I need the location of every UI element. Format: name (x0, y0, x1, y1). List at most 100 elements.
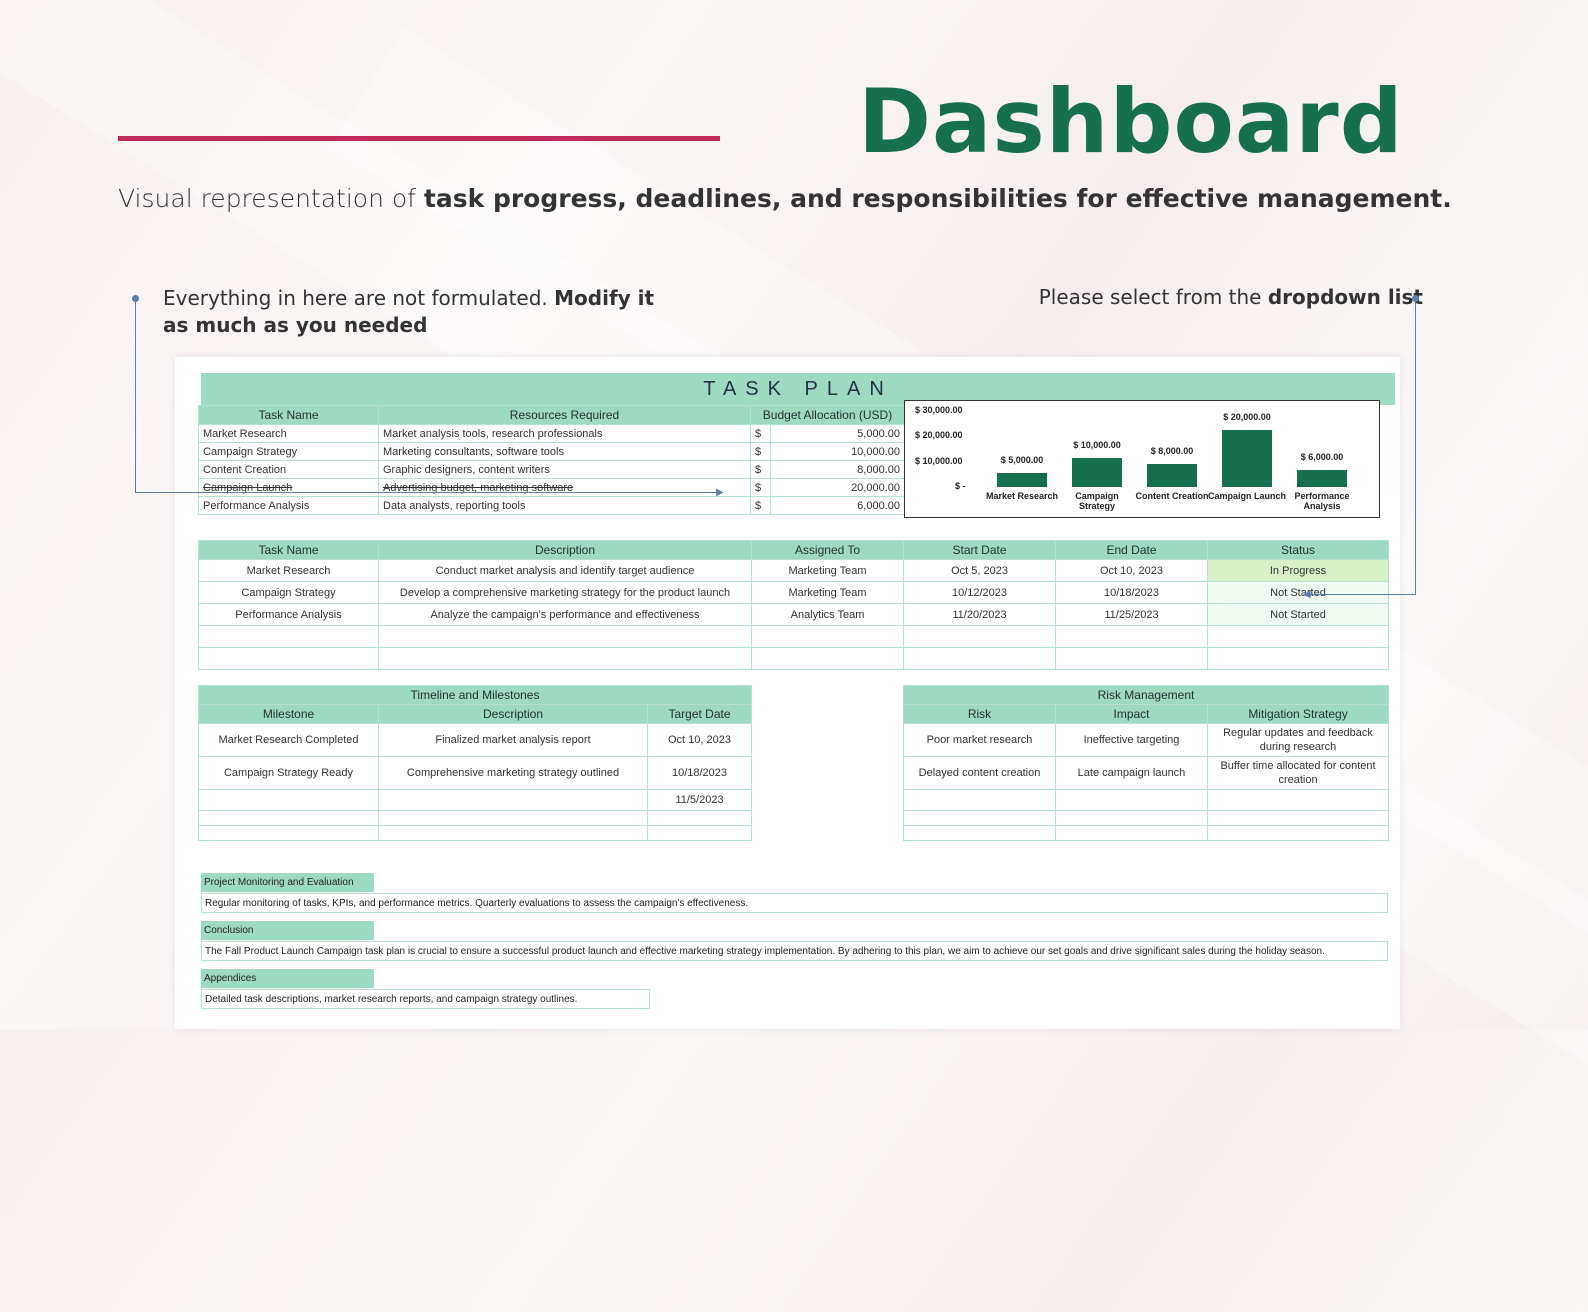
task-name-cell[interactable]: Content Creation (198, 460, 379, 479)
empty-cell[interactable] (647, 810, 752, 826)
milestone-cell[interactable]: Market Research Completed (198, 723, 379, 757)
start-date-cell[interactable]: Oct 5, 2023 (903, 559, 1056, 582)
empty-row (903, 789, 1390, 811)
budget-amount-cell[interactable]: 20,000.00 (770, 478, 905, 497)
status-dropdown[interactable]: Not Started (1207, 581, 1389, 604)
table-row: Campaign Strategy Ready Comprehensive mar… (198, 756, 752, 790)
budget-amount-cell[interactable]: 6,000.00 (770, 496, 905, 515)
end-date-cell[interactable]: 11/25/2023 (1055, 603, 1208, 626)
resources-cell[interactable]: Graphic designers, content writers (378, 460, 751, 479)
connector-line-left (135, 299, 136, 493)
col-header: Budget Allocation (USD) (750, 405, 905, 425)
budget-amount-cell[interactable]: 10,000.00 (770, 442, 905, 461)
empty-cell[interactable] (647, 825, 752, 841)
empty-cell[interactable] (903, 810, 1056, 826)
assigned-to-cell[interactable]: Analytics Team (751, 603, 904, 626)
task-name-cell[interactable]: Market Research (198, 559, 379, 582)
start-date-cell[interactable]: 11/20/2023 (903, 603, 1056, 626)
empty-cell[interactable] (1206, 810, 1390, 826)
empty-cell[interactable] (1055, 625, 1208, 648)
table-row: Campaign Strategy Marketing consultants, … (198, 442, 905, 461)
chart-bar (1297, 469, 1347, 487)
empty-cell[interactable] (1055, 647, 1208, 670)
resources-cell[interactable]: Data analysts, reporting tools (378, 496, 751, 515)
milestone-cell[interactable] (198, 789, 379, 811)
empty-cell[interactable] (903, 647, 1056, 670)
description-cell[interactable]: Finalized market analysis report (378, 723, 648, 757)
assigned-to-cell[interactable]: Marketing Team (751, 581, 904, 604)
monitoring-text[interactable]: Regular monitoring of tasks, KPIs, and p… (201, 893, 1388, 913)
assigned-to-cell[interactable]: Marketing Team (751, 559, 904, 582)
y-tick-label: $ 10,000.00 (915, 455, 963, 466)
empty-cell[interactable] (751, 625, 904, 648)
status-dropdown[interactable]: In Progress (1207, 559, 1389, 582)
resources-cell[interactable]: Advertising budget, marketing software (378, 478, 751, 497)
appendices-label: Appendices (201, 969, 374, 988)
empty-cell[interactable] (378, 825, 648, 841)
empty-cell[interactable] (198, 825, 379, 841)
chart-data-label: $ 6,000.00 (1300, 451, 1344, 462)
arrow-right-icon: ▶ (716, 487, 724, 498)
description-cell[interactable]: Analyze the campaign's performance and e… (378, 603, 752, 626)
chart-data-label: $ 5,000.00 (1000, 454, 1044, 465)
conclusion-text[interactable]: The Fall Product Launch Campaign task pl… (201, 941, 1388, 961)
empty-cell[interactable] (1055, 825, 1208, 841)
empty-cell[interactable] (1055, 810, 1208, 826)
mitigation-cell[interactable]: Regular updates and feedback during rese… (1206, 723, 1390, 757)
status-dropdown[interactable]: Not Started (1207, 603, 1389, 626)
empty-cell[interactable] (198, 625, 379, 648)
target-date-cell[interactable]: 10/18/2023 (647, 756, 752, 790)
task-name-cell[interactable]: Campaign Strategy (198, 442, 379, 461)
resources-cell[interactable]: Market analysis tools, research professi… (378, 424, 751, 443)
task-name-cell[interactable]: Performance Analysis (198, 496, 379, 515)
task-name-cell[interactable]: Performance Analysis (198, 603, 379, 626)
start-date-cell[interactable]: 10/12/2023 (903, 581, 1056, 604)
resources-cell[interactable]: Marketing consultants, software tools (378, 442, 751, 461)
task-name-cell[interactable]: Campaign Strategy (198, 581, 379, 604)
risk-cell[interactable]: Poor market research (903, 723, 1056, 757)
empty-row (903, 810, 1390, 826)
budget-amount-cell[interactable]: 5,000.00 (770, 424, 905, 443)
target-date-cell[interactable]: 11/5/2023 (647, 789, 752, 811)
empty-cell[interactable] (903, 625, 1056, 648)
mitigation-cell[interactable]: Buffer time allocated for content creati… (1206, 756, 1390, 790)
empty-cell[interactable] (1055, 789, 1208, 811)
arrow-left-icon: ◀ (1303, 589, 1311, 600)
empty-cell[interactable] (198, 810, 379, 826)
empty-cell[interactable] (903, 789, 1056, 811)
col-header: Description (378, 540, 752, 560)
task-name-cell[interactable]: Campaign Launch (198, 478, 379, 497)
risk-cell[interactable]: Delayed content creation (903, 756, 1056, 790)
currency-cell: $ (750, 478, 771, 497)
chart-bar (1147, 464, 1197, 487)
conclusion-label: Conclusion (201, 921, 374, 940)
description-cell[interactable] (378, 789, 648, 811)
table-row: 11/5/2023 (198, 789, 752, 811)
description-cell[interactable]: Conduct market analysis and identify tar… (378, 559, 752, 582)
schedule-table: Task Name Description Assigned To Start … (198, 540, 1389, 670)
end-date-cell[interactable]: 10/18/2023 (1055, 581, 1208, 604)
impact-cell[interactable]: Ineffective targeting (1055, 723, 1208, 757)
empty-cell[interactable] (378, 647, 752, 670)
connector-dot-right (1412, 295, 1419, 302)
empty-cell[interactable] (1206, 825, 1390, 841)
sheet-banner: TASK PLAN (201, 373, 1395, 405)
empty-cell[interactable] (903, 825, 1056, 841)
empty-cell[interactable] (751, 647, 904, 670)
target-date-cell[interactable]: Oct 10, 2023 (647, 723, 752, 757)
empty-cell[interactable] (1206, 789, 1390, 811)
budget-amount-cell[interactable]: 8,000.00 (770, 460, 905, 479)
empty-cell[interactable] (378, 810, 648, 826)
empty-cell[interactable] (1207, 625, 1389, 648)
appendices-text[interactable]: Detailed task descriptions, market resea… (201, 989, 650, 1009)
y-tick-label: $ - (955, 481, 966, 491)
milestone-cell[interactable]: Campaign Strategy Ready (198, 756, 379, 790)
task-name-cell[interactable]: Market Research (198, 424, 379, 443)
end-date-cell[interactable]: Oct 10, 2023 (1055, 559, 1208, 582)
impact-cell[interactable]: Late campaign launch (1055, 756, 1208, 790)
empty-cell[interactable] (1207, 647, 1389, 670)
description-cell[interactable]: Comprehensive marketing strategy outline… (378, 756, 648, 790)
description-cell[interactable]: Develop a comprehensive marketing strate… (378, 581, 752, 604)
empty-cell[interactable] (198, 647, 379, 670)
empty-cell[interactable] (378, 625, 752, 648)
